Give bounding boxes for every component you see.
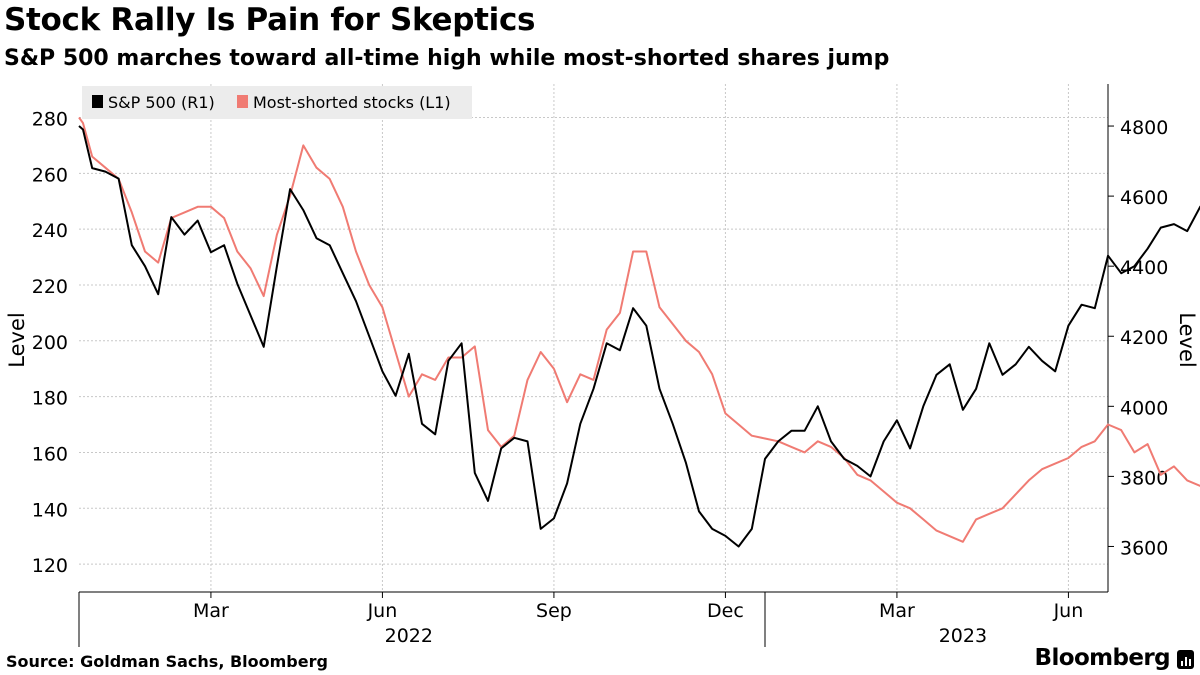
source-note: Source: Goldman Sachs, Bloomberg: [6, 652, 328, 671]
right-tick-label: 4000: [1120, 397, 1168, 419]
right-tick-label: 4200: [1120, 327, 1168, 349]
right-tick-label: 4400: [1120, 257, 1168, 279]
year-label: 2022: [385, 625, 433, 647]
most-shorted-line: [78, 116, 1200, 543]
right-tick-label: 4600: [1120, 187, 1168, 209]
legend-swatch-sp500: [92, 95, 103, 108]
x-tick-label: Jun: [367, 600, 398, 622]
chart-title: Stock Rally Is Pain for Skeptics: [4, 2, 536, 38]
left-tick-label: 120: [32, 555, 68, 577]
bloomberg-terminal-icon: [1177, 650, 1194, 669]
legend-entry-label: Most-shorted stocks (L1): [253, 93, 451, 112]
left-tick-label: 220: [32, 276, 68, 298]
left-tick-label: 240: [32, 220, 68, 242]
gridlines: [79, 84, 1108, 592]
axes: 120 140 160 180 200 220 240 260 280 Mar Jun Sep Dec M…: [5, 84, 1199, 647]
x-tick-label: Sep: [536, 600, 572, 622]
right-axis-label: Level: [1175, 312, 1199, 367]
right-tick-label: 3600: [1120, 537, 1168, 559]
legend-entry-label: S&P 500 (R1): [108, 93, 215, 112]
right-tick-label: 3800: [1120, 467, 1168, 489]
bloomberg-logo: Bloomberg: [1034, 645, 1171, 671]
right-tick-label: 4800: [1120, 117, 1168, 139]
legend: S&P 500 (R1) Most-shorted stocks (L1): [82, 86, 472, 119]
x-tick-label: Mar: [879, 600, 915, 622]
left-tick-label: 180: [32, 388, 68, 410]
legend-swatch-most-shorted: [237, 95, 248, 108]
year-label: 2023: [939, 625, 987, 647]
left-tick-label: 260: [32, 164, 68, 186]
left-tick-label: 160: [32, 443, 68, 465]
left-tick-label: 140: [32, 499, 68, 521]
left-tick-label: 280: [32, 108, 68, 130]
x-tick-label: Dec: [707, 600, 744, 622]
left-tick-label: 200: [32, 332, 68, 354]
legend-box: [82, 86, 472, 119]
x-tick-label: Mar: [193, 600, 229, 622]
x-tick-label: Jun: [1053, 600, 1084, 622]
chart-subtitle: S&P 500 marches toward all-time high whi…: [4, 46, 890, 71]
left-axis-label: Level: [5, 312, 29, 367]
series-lines: [78, 116, 1200, 548]
sp500-line: [78, 125, 1200, 548]
